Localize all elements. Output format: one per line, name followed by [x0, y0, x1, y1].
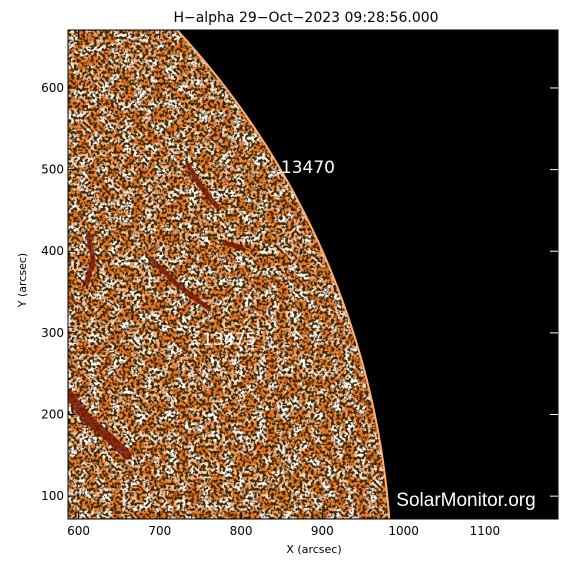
- plot-frame: [67, 29, 559, 520]
- filament: [68, 389, 132, 460]
- y-tick-label: 500: [41, 163, 64, 177]
- y-axis: 100 200 300 400 500 600: [41, 81, 558, 503]
- filament: [222, 240, 244, 250]
- y-tick-label: 600: [41, 81, 64, 95]
- chart-title: H−alpha 29−Oct−2023 09:28:56.000: [173, 10, 438, 26]
- active-region-labels: 13470 13475: [202, 158, 335, 350]
- active-region-label: 13470: [281, 158, 335, 178]
- x-tick-label: 700: [148, 524, 171, 538]
- filaments: [68, 163, 244, 460]
- x-tick-label: 1100: [470, 524, 501, 538]
- plot-area: 13470 13475 SolarMonitor.org: [68, 30, 558, 519]
- x-axis-label: X (arcsec): [286, 543, 341, 556]
- filament: [84, 232, 96, 287]
- x-tick-label: 600: [67, 524, 90, 538]
- watermark: SolarMonitor.org: [396, 490, 535, 511]
- x-tick-label: 1000: [388, 524, 419, 538]
- x-axis: 600 700 800 900 1000 1100: [67, 30, 500, 538]
- y-tick-label: 400: [41, 244, 64, 258]
- x-tick-label: 900: [311, 524, 334, 538]
- y-axis-label: Y (arcsec): [16, 253, 29, 308]
- x-tick-label: 800: [230, 524, 253, 538]
- filament: [185, 163, 220, 209]
- y-tick-label: 100: [41, 489, 64, 503]
- y-tick-label: 200: [41, 408, 64, 422]
- active-region-label: 13475: [202, 330, 256, 350]
- solar-limb: [175, 30, 391, 519]
- filament: [149, 256, 212, 311]
- y-tick-label: 300: [41, 326, 64, 340]
